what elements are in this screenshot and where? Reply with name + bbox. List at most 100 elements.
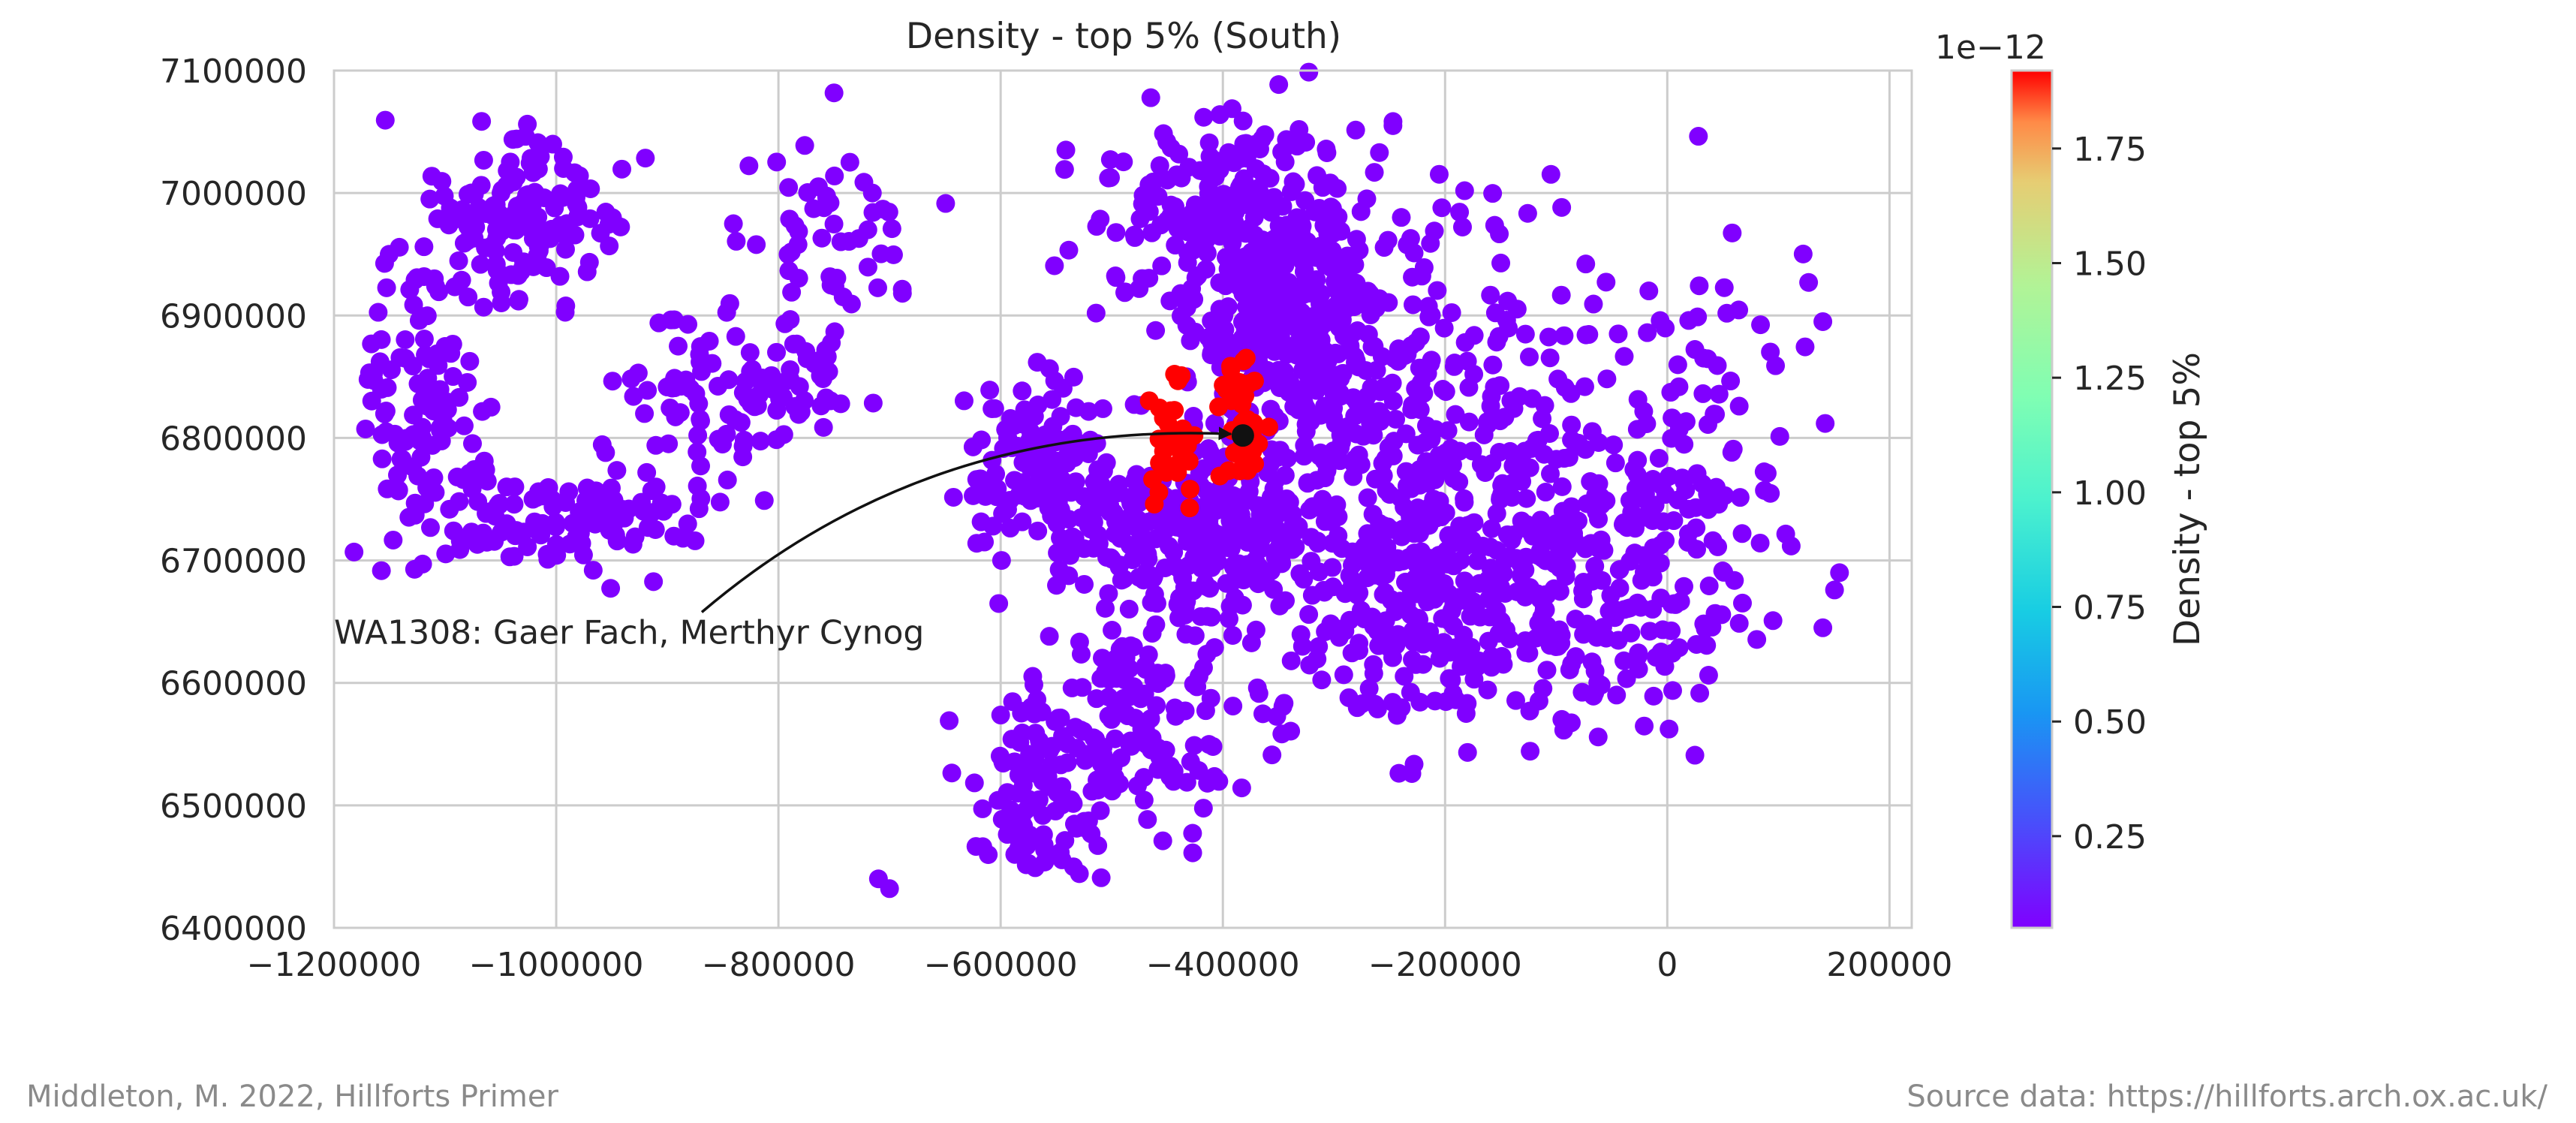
scatter-point <box>1290 119 1309 139</box>
scatter-point <box>1155 521 1175 540</box>
scatter-point <box>420 189 440 209</box>
scatter-point <box>1463 441 1482 461</box>
scatter-point <box>964 486 983 505</box>
scatter-point <box>1578 614 1597 634</box>
scatter-point <box>514 522 534 542</box>
scatter-point <box>1160 291 1180 311</box>
scatter-point <box>1541 464 1560 483</box>
scatter-point <box>1750 533 1770 552</box>
scatter-point <box>1141 88 1160 107</box>
scatter-point <box>1146 615 1166 634</box>
highlighted-hillfort-point <box>1231 424 1254 447</box>
scatter-point <box>1161 401 1181 420</box>
scatter-point <box>1094 772 1113 792</box>
scatter-point <box>555 239 575 259</box>
scatter-point <box>1230 461 1250 480</box>
scatter-point <box>404 425 423 444</box>
colorbar-tick-label: 1.75 <box>2073 131 2147 169</box>
scatter-point <box>1638 323 1657 342</box>
scatter-point <box>1316 622 1335 641</box>
scatter-point <box>1210 160 1229 179</box>
scatter-point <box>1540 424 1560 444</box>
scatter-point <box>1322 504 1341 523</box>
scatter-point <box>510 215 529 235</box>
scatter-point <box>1181 480 1200 499</box>
scatter-point <box>372 449 392 468</box>
scatter-point <box>719 370 739 390</box>
scatter-point <box>1202 558 1221 577</box>
scatter-point <box>1576 254 1596 274</box>
scatter-point <box>1705 405 1724 424</box>
scatter-point <box>972 430 992 450</box>
scatter-point <box>1323 224 1343 243</box>
scatter-point <box>1536 483 1555 502</box>
scatter-point <box>1040 740 1060 760</box>
scatter-point <box>1332 539 1352 558</box>
scatter-point <box>1252 189 1271 209</box>
scatter-point <box>1088 835 1108 855</box>
scatter-point <box>405 505 425 525</box>
scatter-point <box>1076 751 1095 770</box>
scatter-point <box>1035 852 1055 872</box>
scatter-point <box>1629 659 1648 679</box>
scatter-point <box>1397 476 1416 495</box>
scatter-point <box>1534 444 1554 464</box>
scatter-point <box>1219 497 1238 516</box>
scatter-point <box>1079 811 1098 830</box>
scatter-point <box>1392 208 1411 227</box>
scatter-point <box>1729 300 1749 320</box>
scatter-point <box>700 331 719 351</box>
scatter-point <box>1483 355 1503 375</box>
scatter-point <box>1177 772 1196 792</box>
scatter-point <box>1053 726 1073 745</box>
scatter-point <box>1094 745 1113 764</box>
scatter-point <box>601 579 621 598</box>
scatter-point <box>943 487 963 507</box>
scatter-point <box>1193 799 1213 818</box>
scatter-point <box>998 428 1017 447</box>
footer-source: Source data: https://hillforts.arch.ox.a… <box>1906 1079 2547 1114</box>
scatter-point <box>1169 588 1189 607</box>
scatter-point <box>652 493 671 513</box>
scatter-point <box>471 254 490 274</box>
scatter-point <box>1490 224 1509 244</box>
scatter-point <box>1071 644 1091 664</box>
scatter-point <box>1310 447 1329 466</box>
scatter-point <box>646 478 665 498</box>
scatter-point <box>726 327 745 346</box>
scatter-point <box>661 398 680 417</box>
scatter-point <box>1086 303 1106 323</box>
scatter-point <box>1099 168 1118 188</box>
scatter-point <box>1608 324 1628 344</box>
colorbar-tick-label: 0.25 <box>2073 818 2147 857</box>
scatter-point <box>1669 420 1689 439</box>
scatter-point <box>724 214 743 233</box>
scatter-point <box>1359 679 1379 698</box>
scatter-point <box>450 387 469 407</box>
scatter-point <box>1621 623 1641 643</box>
scatter-point <box>992 551 1011 571</box>
scatter-point <box>1679 311 1699 330</box>
scatter-points <box>345 62 1849 899</box>
scatter-point <box>1287 345 1307 365</box>
scatter-point <box>690 345 709 364</box>
scatter-point <box>1283 504 1302 524</box>
scatter-point <box>1589 432 1608 452</box>
scatter-point <box>1357 189 1377 209</box>
scatter-point <box>1247 678 1267 697</box>
scatter-point <box>1562 415 1581 435</box>
scatter-point <box>492 282 511 302</box>
scatter-point <box>1449 531 1469 551</box>
scatter-point <box>1049 560 1069 580</box>
scatter-point <box>692 362 712 381</box>
scatter-point <box>1436 443 1455 462</box>
scatter-point <box>1755 480 1774 500</box>
scatter-point <box>1299 605 1319 625</box>
scatter-point <box>462 434 482 453</box>
scatter-point <box>1582 571 1602 591</box>
scatter-point <box>1420 577 1440 597</box>
x-tick-label: −200000 <box>1368 946 1522 984</box>
scatter-point <box>404 405 423 425</box>
scatter-point <box>396 330 415 350</box>
scatter-point <box>969 472 989 492</box>
